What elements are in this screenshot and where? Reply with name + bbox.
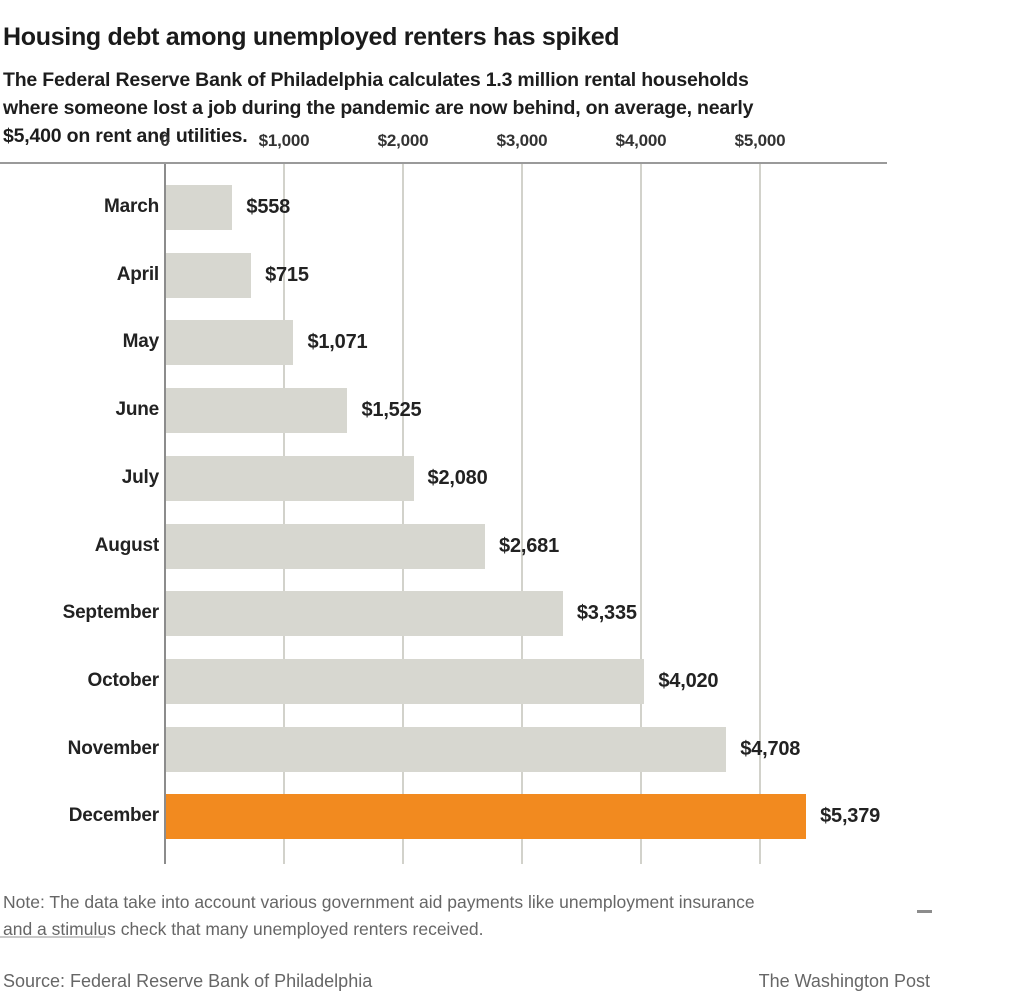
bar [166,388,348,434]
gridline [402,164,404,864]
value-label: $4,020 [658,669,719,692]
category-label: November [67,737,160,759]
value-label: $558 [246,196,291,218]
gridline [521,164,523,864]
x-tick-label: $1,000 [258,131,310,150]
value-label: $4,708 [740,737,801,760]
category-label: April [116,263,159,285]
gridline [283,164,285,864]
gridline [640,164,642,864]
bar [166,455,414,501]
value-label: $2,080 [427,466,488,489]
bar [166,726,727,772]
bar [166,185,233,230]
dash-mark [917,910,932,913]
source-label: Source: Federal Reserve Bank of Philadel… [3,971,373,991]
value-label: $1,071 [307,331,368,354]
category-label: September [62,602,160,624]
category-label: March [104,196,159,217]
chart-subtitle: The Federal Reserve Bank of Philadelphia… [3,68,754,147]
value-label: $1,525 [361,399,422,422]
category-label: October [87,669,160,691]
zero-baseline [164,162,166,864]
chart-title: Housing debt among unemployed renters ha… [3,22,620,51]
x-tick-label: $5,000 [734,131,786,150]
publisher-credit: The Washington Post [758,971,930,991]
value-label: $5,379 [820,805,881,828]
category-label: December [68,805,159,827]
x-axis-line [0,162,887,164]
value-label: $2,681 [499,534,560,557]
x-tick-label: $4,000 [615,131,667,150]
bar [166,252,252,298]
bar [166,658,645,704]
footer-divider [0,936,105,938]
gridline [759,164,761,864]
chart-note: Note: The data take into account various… [3,891,755,939]
x-tick-label: 0 [160,131,170,150]
x-tick-label: $2,000 [377,131,429,150]
bar [166,320,294,366]
x-tick-label: $3,000 [496,131,548,150]
category-label: August [94,534,159,556]
bar [166,523,486,569]
highlight-bar [166,794,807,840]
category-label: June [115,399,159,421]
category-label: May [122,331,160,353]
bar [166,591,563,637]
value-label: $715 [265,263,309,286]
category-label: July [121,466,159,488]
value-label: $3,335 [576,602,637,625]
